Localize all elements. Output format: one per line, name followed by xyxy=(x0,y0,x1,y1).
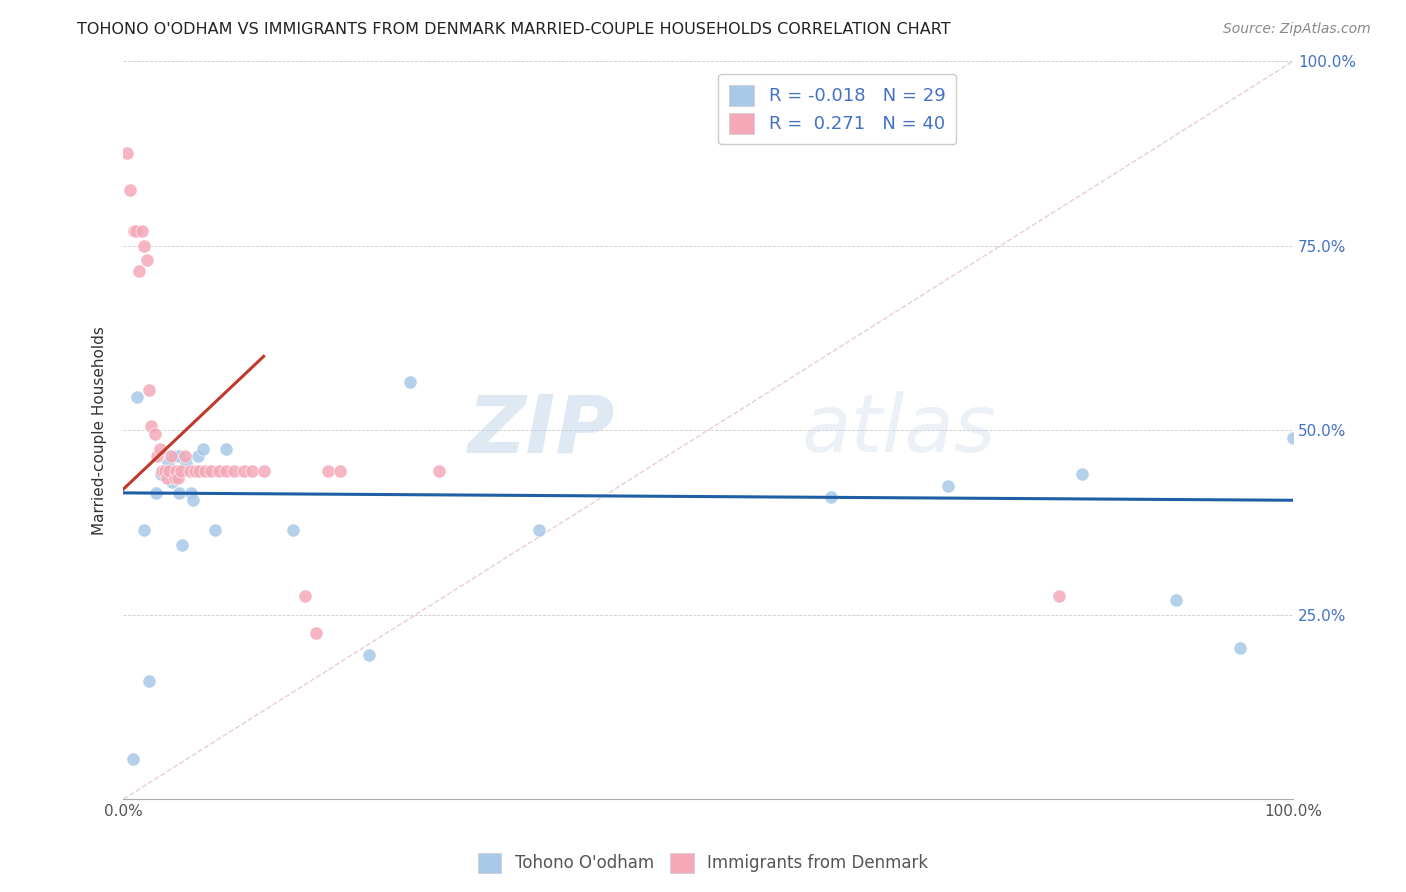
Point xyxy=(329,464,352,478)
Point xyxy=(183,464,205,478)
Point xyxy=(1229,640,1251,655)
Point xyxy=(145,486,167,500)
Point xyxy=(141,419,163,434)
Point xyxy=(179,464,201,478)
Point xyxy=(156,456,179,470)
Point xyxy=(155,464,177,478)
Point xyxy=(1282,431,1305,445)
Point xyxy=(936,478,959,492)
Point xyxy=(215,442,238,456)
Point xyxy=(281,523,304,537)
Point xyxy=(169,464,191,478)
Point xyxy=(176,456,198,470)
Point xyxy=(121,751,143,765)
Point xyxy=(527,523,550,537)
Point xyxy=(191,442,214,456)
Point xyxy=(224,464,246,478)
Point xyxy=(163,449,186,463)
Point xyxy=(149,467,172,482)
Point xyxy=(157,464,180,478)
Point xyxy=(427,464,450,478)
Point xyxy=(120,183,142,197)
Point xyxy=(155,471,177,485)
Point xyxy=(135,253,157,268)
Point xyxy=(127,390,149,404)
Text: Source: ZipAtlas.com: Source: ZipAtlas.com xyxy=(1223,22,1371,37)
Point xyxy=(122,224,145,238)
Point xyxy=(162,475,184,489)
Point xyxy=(160,449,183,463)
Point xyxy=(134,523,156,537)
Point xyxy=(253,464,276,478)
Point xyxy=(1071,467,1094,482)
Point xyxy=(169,449,191,463)
Point xyxy=(143,426,166,441)
Point xyxy=(232,464,254,478)
Point xyxy=(167,471,190,485)
Point xyxy=(240,464,263,478)
Point xyxy=(174,449,197,463)
Point xyxy=(204,523,226,537)
Point xyxy=(170,537,193,551)
Point xyxy=(150,464,173,478)
Point xyxy=(165,464,187,478)
Point xyxy=(163,471,186,485)
Point xyxy=(146,449,169,463)
Legend: Tohono O'odham, Immigrants from Denmark: Tohono O'odham, Immigrants from Denmark xyxy=(471,847,935,880)
Point xyxy=(305,626,328,640)
Point xyxy=(180,486,202,500)
Point xyxy=(200,464,222,478)
Point xyxy=(115,146,138,161)
Point xyxy=(183,493,205,508)
Point xyxy=(138,383,160,397)
Point xyxy=(316,464,339,478)
Point xyxy=(357,648,380,663)
Point xyxy=(125,224,148,238)
Point xyxy=(187,449,209,463)
Point xyxy=(134,238,156,252)
Point xyxy=(194,464,217,478)
Point xyxy=(128,264,150,278)
Point xyxy=(208,464,231,478)
Legend: R = -0.018   N = 29, R =  0.271   N = 40: R = -0.018 N = 29, R = 0.271 N = 40 xyxy=(718,74,956,145)
Point xyxy=(148,442,170,456)
Point xyxy=(215,464,238,478)
Point xyxy=(399,375,422,389)
Point xyxy=(820,490,842,504)
Point xyxy=(169,486,191,500)
Text: ZIP: ZIP xyxy=(467,392,614,469)
Text: atlas: atlas xyxy=(801,392,997,469)
Point xyxy=(131,224,153,238)
Point xyxy=(138,674,160,689)
Point xyxy=(1164,593,1187,607)
Y-axis label: Married-couple Households: Married-couple Households xyxy=(93,326,107,534)
Point xyxy=(1047,589,1070,603)
Text: TOHONO O'ODHAM VS IMMIGRANTS FROM DENMARK MARRIED-COUPLE HOUSEHOLDS CORRELATION : TOHONO O'ODHAM VS IMMIGRANTS FROM DENMAR… xyxy=(77,22,950,37)
Point xyxy=(188,464,211,478)
Point xyxy=(294,589,316,603)
